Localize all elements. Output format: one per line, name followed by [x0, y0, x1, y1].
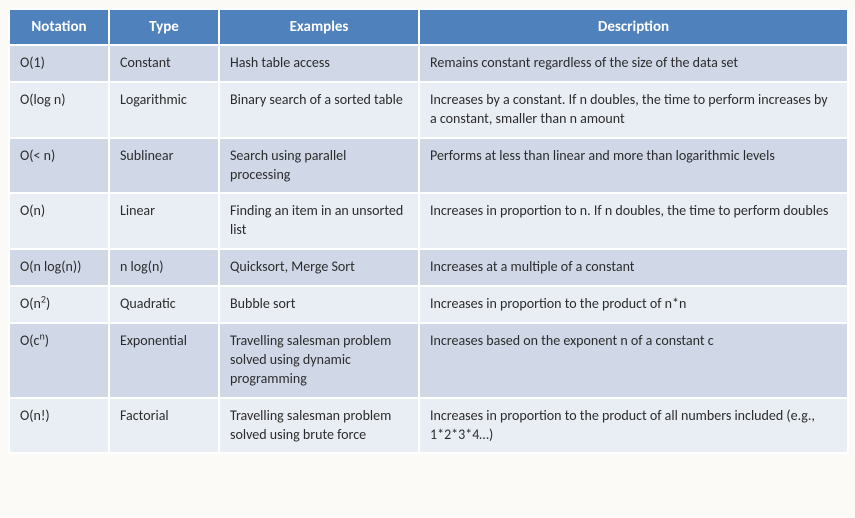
cell-type: Quadratic — [109, 286, 219, 323]
cell-type: Logarithmic — [109, 82, 219, 138]
cell-notation: O(1) — [9, 45, 109, 82]
cell-type: Exponential — [109, 323, 219, 398]
col-header-examples: Examples — [219, 9, 419, 45]
table-row: O(n log(n))n log(n)Quicksort, Merge Sort… — [9, 249, 848, 286]
col-header-type: Type — [109, 9, 219, 45]
cell-notation: O(n!) — [9, 398, 109, 454]
cell-notation: O(n) — [9, 193, 109, 249]
cell-type: Linear — [109, 193, 219, 249]
cell-description: Performs at less than linear and more th… — [419, 138, 848, 194]
cell-notation: O(log n) — [9, 82, 109, 138]
cell-description: Increases in proportion to the product o… — [419, 286, 848, 323]
cell-description: Remains constant regardless of the size … — [419, 45, 848, 82]
cell-notation: O(n log(n)) — [9, 249, 109, 286]
cell-type: Factorial — [109, 398, 219, 454]
table-row: O(cn)ExponentialTravelling salesman prob… — [9, 323, 848, 398]
cell-description: Increases in proportion to the product o… — [419, 398, 848, 454]
cell-examples: Travelling salesman problem solved using… — [219, 398, 419, 454]
table-header-row: NotationTypeExamplesDescription — [9, 9, 848, 45]
cell-notation: O(n2) — [9, 286, 109, 323]
cell-type: Sublinear — [109, 138, 219, 194]
cell-description: Increases at a multiple of a constant — [419, 249, 848, 286]
table-row: O(n2)QuadraticBubble sortIncreases in pr… — [9, 286, 848, 323]
cell-description: Increases based on the exponent n of a c… — [419, 323, 848, 398]
table-row: O(1)ConstantHash table accessRemains con… — [9, 45, 848, 82]
cell-examples: Binary search of a sorted table — [219, 82, 419, 138]
cell-examples: Quicksort, Merge Sort — [219, 249, 419, 286]
cell-description: Increases in proportion to n. If n doubl… — [419, 193, 848, 249]
table-row: O(< n)SublinearSearch using parallel pro… — [9, 138, 848, 194]
cell-notation: O(< n) — [9, 138, 109, 194]
cell-examples: Finding an item in an unsorted list — [219, 193, 419, 249]
cell-type: Constant — [109, 45, 219, 82]
cell-notation: O(cn) — [9, 323, 109, 398]
cell-examples: Hash table access — [219, 45, 419, 82]
cell-type: n log(n) — [109, 249, 219, 286]
table-row: O(log n)LogarithmicBinary search of a so… — [9, 82, 848, 138]
big-o-table: NotationTypeExamplesDescription O(1)Cons… — [8, 8, 849, 454]
cell-examples: Bubble sort — [219, 286, 419, 323]
cell-description: Increases by a constant. If n doubles, t… — [419, 82, 848, 138]
cell-examples: Search using parallel processing — [219, 138, 419, 194]
col-header-description: Description — [419, 9, 848, 45]
col-header-notation: Notation — [9, 9, 109, 45]
cell-examples: Travelling salesman problem solved using… — [219, 323, 419, 398]
table-row: O(n!)FactorialTravelling salesman proble… — [9, 398, 848, 454]
table-row: O(n)LinearFinding an item in an unsorted… — [9, 193, 848, 249]
